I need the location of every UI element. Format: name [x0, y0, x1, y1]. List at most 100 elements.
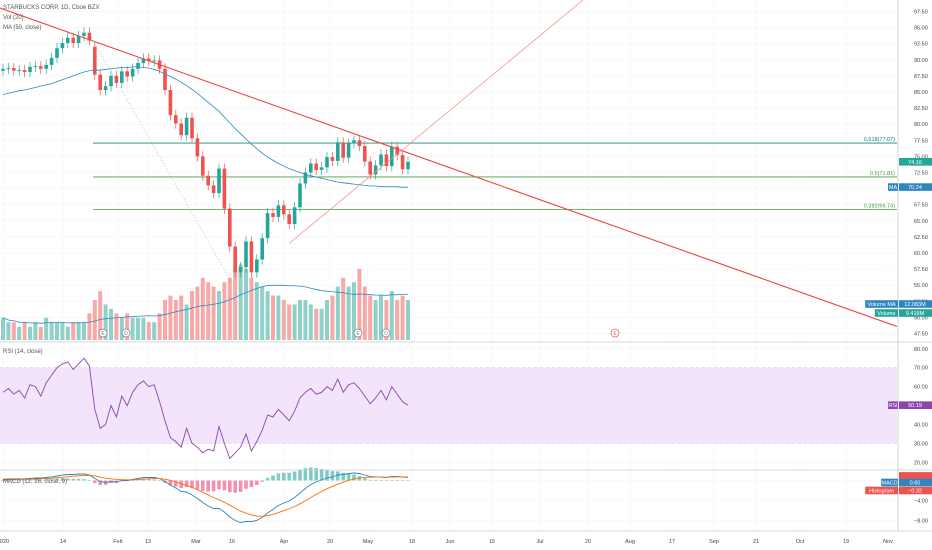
candle-body: [330, 157, 335, 161]
candle-body: [201, 156, 205, 176]
axis-tag-label-box: [881, 478, 898, 487]
macd-histogram-bar: [330, 471, 335, 481]
volume-bar: [298, 300, 302, 340]
rsi-tick-label: 30.00: [914, 441, 928, 447]
volume-bar: [303, 300, 308, 340]
volume-bar: [200, 277, 205, 340]
candle-body: [82, 32, 86, 36]
price-tick-label: 87.50: [914, 74, 928, 80]
axis-tag-label: Volume: [877, 311, 895, 317]
axis-value-tag: [899, 472, 932, 480]
candle-body: [363, 146, 367, 162]
macd-histogram-bar: [287, 472, 291, 481]
macd-histogram-bar: [93, 480, 97, 484]
event-marker[interactable]: [121, 328, 131, 338]
macd-histogram-bar: [255, 480, 259, 485]
rsi-legend[interactable]: RSI (14, close): [3, 349, 43, 355]
price-tick-label: 47.50: [914, 332, 928, 338]
volume-bar: [179, 295, 184, 340]
price-tick-label: 85.00: [914, 90, 928, 96]
macd-histogram-bar: [195, 480, 200, 490]
macd-histogram-bar: [282, 472, 286, 481]
volume-bar: [157, 313, 162, 340]
event-marker[interactable]: [381, 328, 391, 338]
macd-histogram-bar: [292, 471, 297, 481]
price-tick-label: 50.00: [914, 315, 928, 321]
rsi-band: [0, 367, 897, 444]
volume-legend[interactable]: Vol (20): [3, 15, 24, 21]
macd-histogram-bar: [390, 479, 394, 481]
candle-body: [298, 183, 302, 208]
macd-line: [2, 472, 409, 523]
volume-bar: [141, 317, 146, 340]
axis-tag-label: MACD: [881, 481, 897, 487]
candle-body: [282, 205, 286, 215]
time-tick-label: Oct: [796, 539, 805, 545]
candle-body: [276, 205, 281, 217]
candle-body: [271, 213, 275, 217]
volume-bar: [60, 322, 65, 340]
candle-body: [87, 32, 92, 41]
event-marker[interactable]: [610, 328, 620, 338]
volume-bar: [384, 300, 389, 340]
volume-bar: [368, 295, 373, 340]
volume-bar: [55, 322, 59, 340]
macd-histogram-bar: [184, 480, 189, 488]
candle-body: [244, 241, 248, 268]
ma-legend[interactable]: MA (50, close): [3, 25, 41, 31]
candle-body: [33, 66, 38, 68]
trendline-up[interactable]: [288, 0, 584, 244]
trendline-dotted[interactable]: [89, 35, 236, 289]
candle-body: [195, 138, 200, 157]
macd-histogram: [1, 467, 410, 493]
candle-body: [114, 75, 119, 83]
volume-bar: [389, 291, 394, 340]
time-tick-label: Sep: [709, 539, 719, 545]
price-tick-label: 80.00: [914, 122, 928, 128]
macd-histogram-bar: [211, 480, 216, 492]
time-tick-label: 20: [327, 539, 333, 545]
macd-histogram-bar: [341, 472, 345, 481]
symbol-legend[interactable]: STARBUCKS CORP, 1D, Cboe BZX: [3, 5, 99, 11]
macd-histogram-bar: [44, 479, 48, 481]
fibonacci-retracement[interactable]: 0.618(77.07) 0.5(71.81) 0.382(66.74): [93, 137, 897, 211]
volume-bar: [319, 308, 324, 340]
macd-histogram-bar: [141, 478, 146, 481]
macd-histogram-bar: [276, 473, 281, 481]
price-tick-label: 57.50: [914, 267, 928, 273]
candle-body: [66, 37, 70, 44]
volume-bar: [11, 322, 16, 340]
event-marker[interactable]: [98, 328, 108, 338]
price-tick-label: 67.50: [914, 203, 928, 209]
trendline-down[interactable]: [0, 7, 898, 327]
event-marker[interactable]: [353, 328, 363, 338]
pane-separators[interactable]: [0, 0, 932, 532]
volume-bar: [130, 317, 135, 340]
candle-body: [346, 143, 351, 158]
macd-histogram-bar: [217, 480, 221, 490]
candle-body: [309, 163, 313, 173]
macd-legend[interactable]: MACD (12, 26, close, 9): [3, 479, 67, 485]
candle-body: [163, 68, 167, 91]
macd-histogram-bar: [76, 478, 81, 481]
macd-histogram-bar: [314, 468, 318, 481]
candle-body: [141, 58, 146, 63]
candle-body: [184, 117, 189, 136]
time-axis[interactable]: 2020 14 Feb 13 Mar 16 Apr 20 May 18 Jun 15 Jul 20 Aug 1…: [0, 539, 893, 545]
signal-line: [2, 474, 409, 517]
candle-body: [55, 48, 59, 58]
volume-bar: [287, 304, 292, 340]
volume-bar: [146, 322, 151, 340]
candle-body: [228, 208, 232, 247]
macd-histogram-bar: [325, 469, 329, 481]
volume-bar: [373, 300, 378, 340]
macd-histogram-bar: [55, 478, 59, 481]
macd-histogram-bar: [222, 480, 227, 491]
macd-histogram-bar: [265, 477, 270, 481]
volume-bar: [49, 322, 54, 340]
volume-bar: [271, 295, 275, 340]
candle-body: [233, 246, 237, 273]
